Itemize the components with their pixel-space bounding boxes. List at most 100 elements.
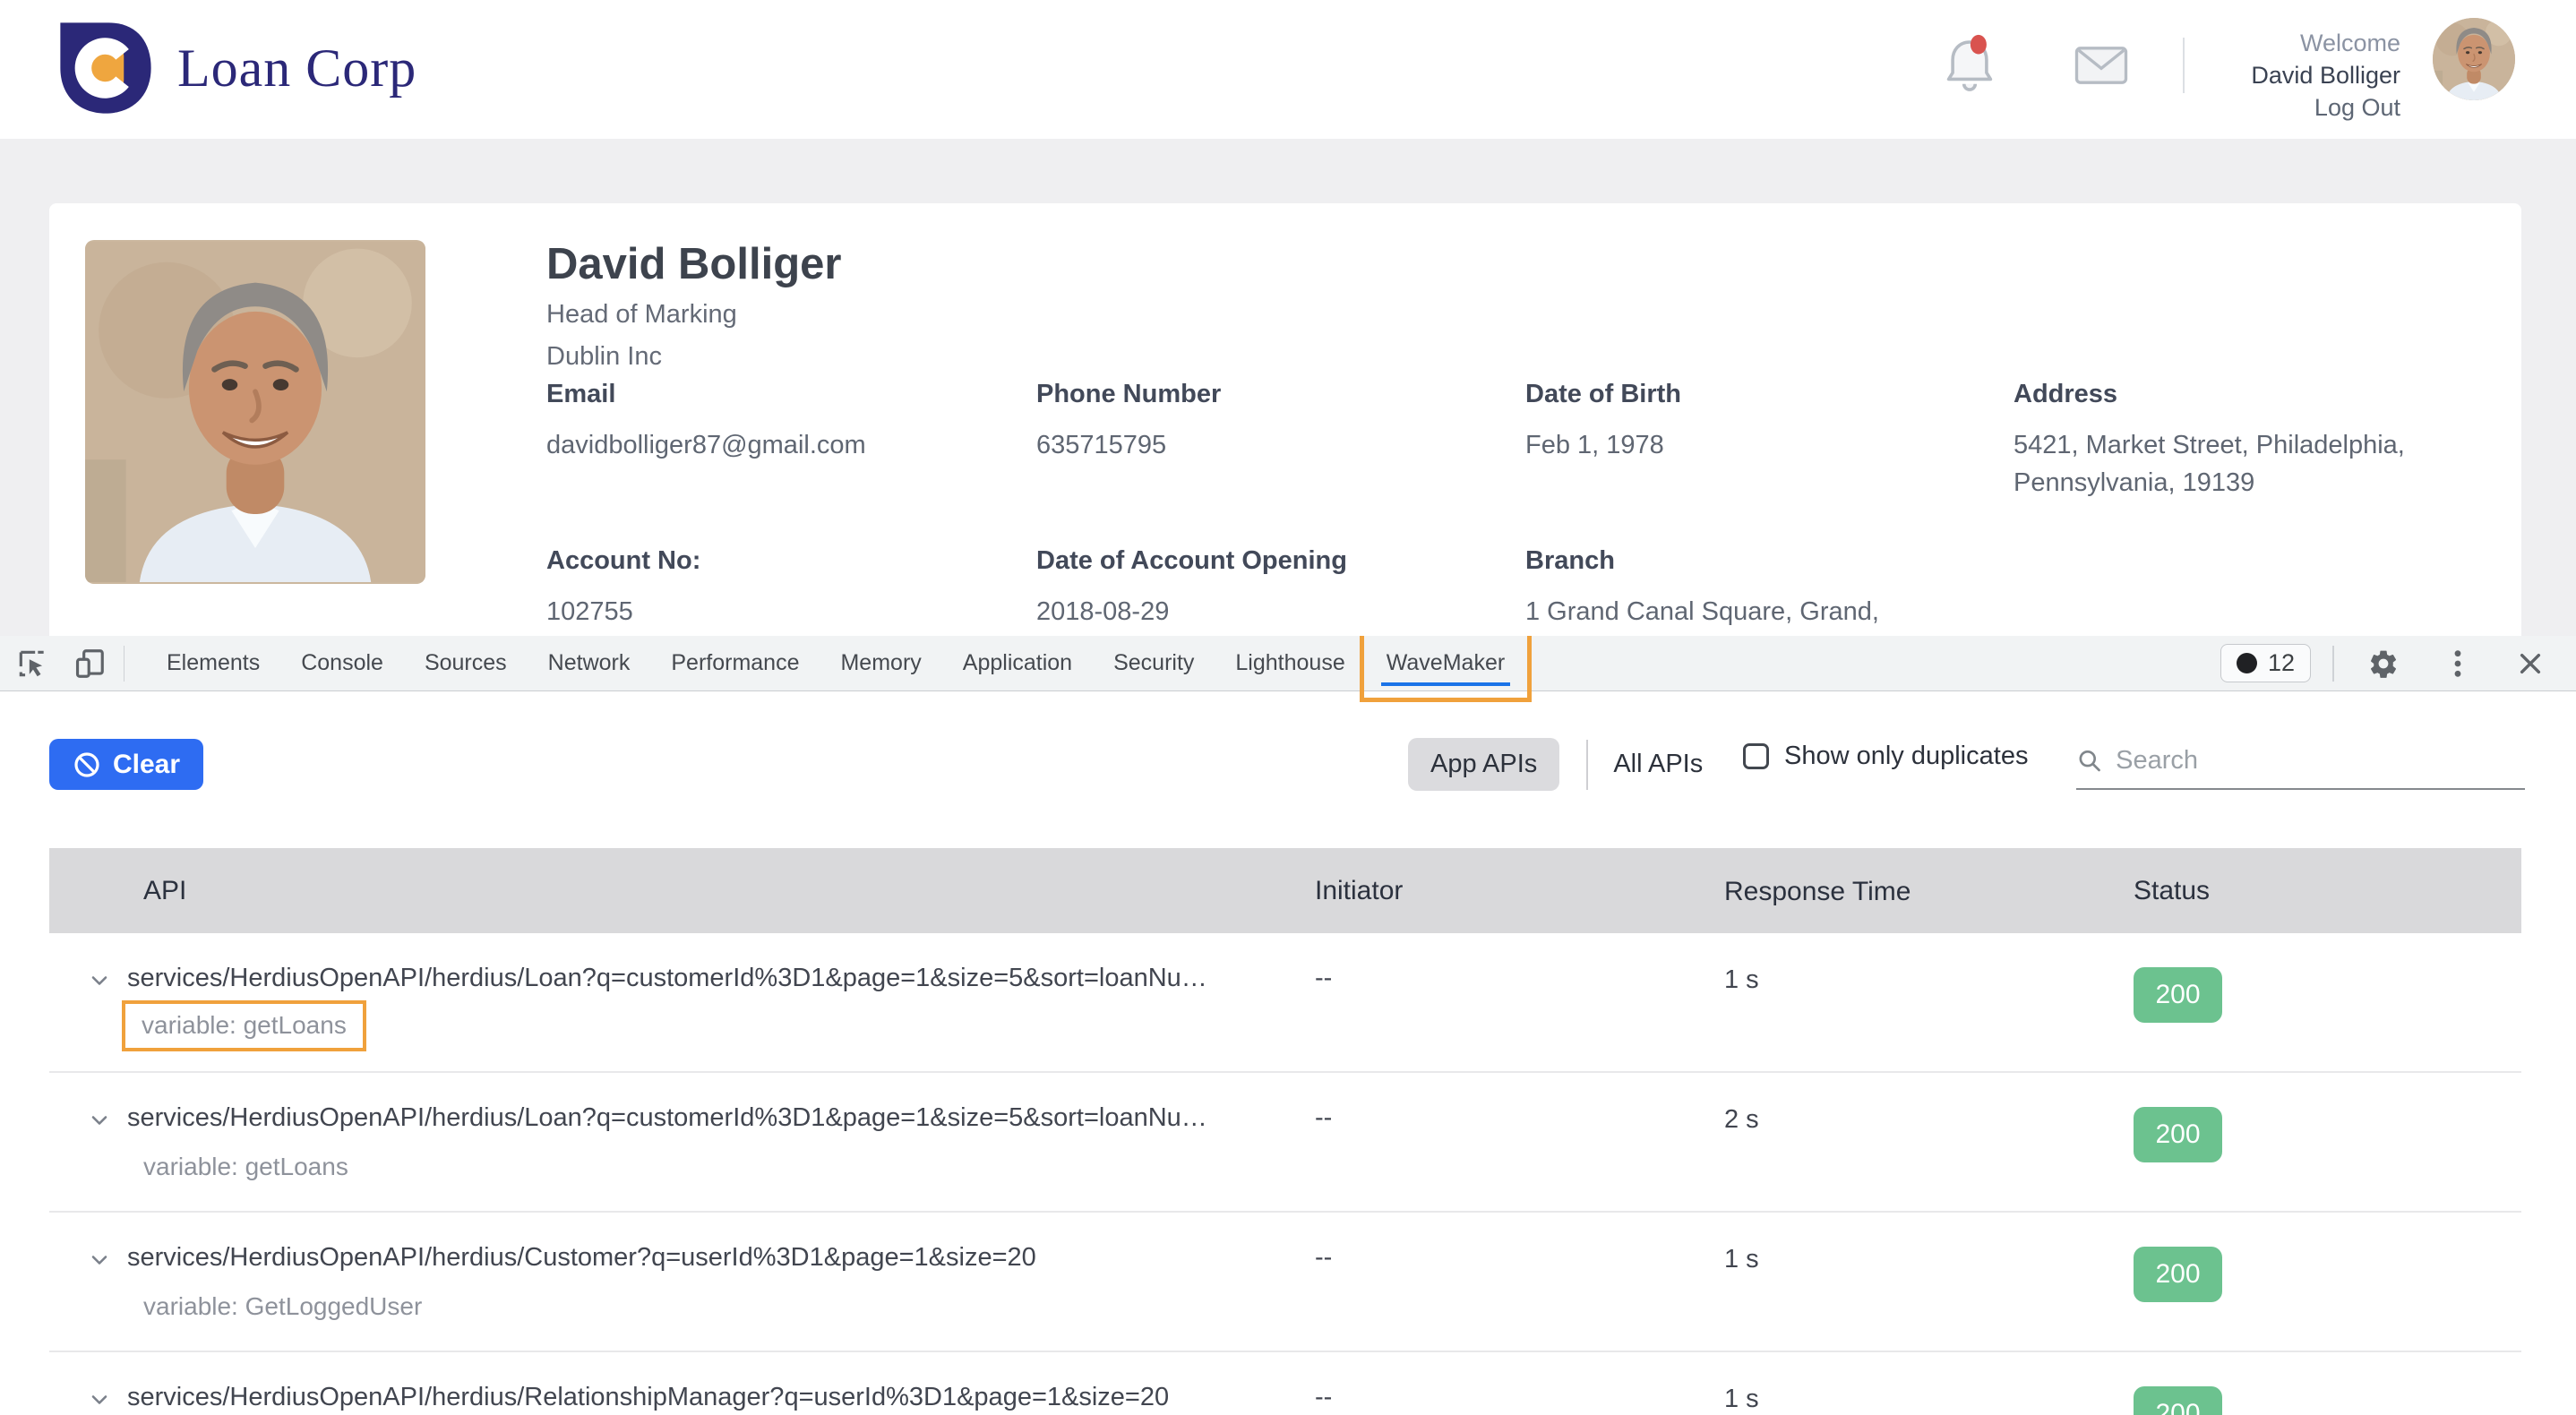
issues-count: 12 [2267, 649, 2295, 676]
status-badge: 200 [2134, 1386, 2222, 1415]
duplicates-checkbox[interactable] [1743, 743, 1769, 769]
kebab-menu-icon [2454, 649, 2461, 677]
initiator-cell: -- [1315, 1243, 1333, 1272]
brand-name: Loan Corp [177, 38, 417, 98]
tab-lighthouse[interactable]: Lighthouse [1235, 650, 1345, 675]
toolbar-divider [124, 645, 125, 682]
response-time-cell: 1 s [1724, 965, 1759, 994]
devtools-panel: Elements Console Sources Network Performance… [0, 636, 2576, 1415]
profile-field: Email davidbolliger87@gmail.com [546, 380, 1036, 502]
chevron-down-icon[interactable] [87, 968, 112, 993]
bell-icon [1946, 34, 1993, 91]
api-filter-toggle: App APIs All APIs [1408, 738, 1703, 791]
field-label: Phone Number [1036, 380, 1222, 408]
status-badge: 200 [2134, 1107, 2222, 1162]
devtools-right-controls: 12 [2220, 644, 2576, 682]
device-toolbar-icon [75, 648, 104, 678]
customer-name: David Bolliger [546, 240, 842, 288]
tab-sources[interactable]: Sources [424, 650, 507, 675]
close-devtools-button[interactable] [2504, 649, 2556, 678]
api-url: services/HerdiusOpenAPI/herdius/Loan?q=c… [127, 964, 1207, 992]
field-value: 5421, Market Street, Philadelphia, Penns… [2014, 431, 2405, 497]
chevron-down-icon[interactable] [87, 1387, 112, 1412]
filter-divider [1586, 739, 1589, 790]
annotation-box-active-tab [1359, 636, 1533, 702]
toolbar-divider [2332, 645, 2334, 682]
api-variable: variable: GetLoggedUser [143, 1292, 423, 1320]
api-table-body: services/HerdiusOpenAPI/herdius/Loan?q=c… [49, 933, 2521, 1415]
field-label: Account No: [546, 546, 701, 575]
tab-security[interactable]: Security [1113, 650, 1195, 675]
welcome-label: Welcome [2299, 30, 2400, 56]
api-url: services/HerdiusOpenAPI/herdius/Relation… [127, 1383, 1170, 1411]
chevron-down-icon[interactable] [87, 1248, 112, 1273]
column-header: Response Time [1724, 876, 1911, 906]
table-row: services/HerdiusOpenAPI/herdius/Relation… [49, 1352, 2521, 1415]
settings-button[interactable] [2356, 647, 2411, 680]
search-input[interactable] [2116, 745, 2525, 776]
filter-all-apis[interactable]: All APIs [1613, 750, 1704, 778]
profile-field: Address 5421, Market Street, Philadelphia… [2014, 380, 2526, 502]
response-time-cell: 1 s [1724, 1385, 1759, 1413]
tab-memory[interactable]: Memory [840, 650, 922, 675]
header-user-name: David Bolliger [2251, 62, 2400, 89]
column-header: API [143, 875, 187, 905]
field-label: Date of Account Opening [1036, 546, 1347, 575]
api-variable: variable: getLoans [142, 1011, 347, 1039]
issues-dot-icon [2236, 653, 2257, 673]
tab-console[interactable]: Console [301, 650, 383, 675]
messages-button[interactable] [2074, 45, 2128, 90]
response-time-cell: 2 s [1724, 1105, 1759, 1134]
close-icon [2520, 653, 2541, 673]
profile-field: Phone Number 635715795 [1036, 380, 1525, 502]
api-url: services/HerdiusOpenAPI/herdius/Loan?q=c… [127, 1103, 1207, 1132]
tab-application[interactable]: Application [962, 650, 1073, 675]
duplicates-label: Show only duplicates [1784, 742, 2029, 770]
tab-elements[interactable]: Elements [167, 650, 261, 675]
api-table-header: API Initiator Response Time Status [49, 848, 2521, 933]
issues-badge[interactable]: 12 [2220, 644, 2311, 682]
table-row: services/HerdiusOpenAPI/herdius/Loan?q=c… [49, 1073, 2521, 1213]
devtools-tab-bar: Elements Console Sources Network Performance… [0, 636, 2576, 702]
field-value: 102755 [546, 597, 633, 626]
api-variable: variable: getLoans [143, 1153, 348, 1180]
api-table: API Initiator Response Time Status services… [49, 848, 2521, 1415]
welcome-block: Welcome David Bolliger Log Out [2251, 27, 2400, 124]
clear-button[interactable]: Clear [49, 739, 204, 790]
field-label: Email [546, 380, 616, 408]
logout-link[interactable]: Log Out [2314, 94, 2400, 121]
header-divider [2183, 38, 2185, 93]
customer-company: Dublin Inc [546, 342, 662, 371]
field-label: Address [2014, 380, 2118, 408]
devtools-tabs: Elements Console Sources Network Performance… [146, 636, 1533, 702]
brand[interactable]: Loan Corp [56, 20, 416, 116]
initiator-cell: -- [1315, 964, 1333, 992]
more-options-button[interactable] [2433, 648, 2483, 679]
table-row: services/HerdiusOpenAPI/herdius/Loan?q=c… [49, 933, 2521, 1073]
field-value: 2018-08-29 [1036, 597, 1170, 626]
notification-dot [1970, 34, 1987, 55]
profile-photo [85, 240, 425, 584]
avatar[interactable] [2433, 18, 2515, 100]
loan-corp-logo-icon [60, 22, 151, 114]
chevron-down-icon[interactable] [87, 1108, 112, 1133]
inspect-element-button[interactable] [4, 647, 61, 681]
field-value: 635715795 [1036, 431, 1167, 459]
notifications-button[interactable] [1942, 34, 1997, 103]
mail-icon [2074, 47, 2128, 84]
profile-field: Date of Account Opening 2018-08-29 [1036, 546, 1525, 668]
gear-icon [2370, 650, 2397, 678]
response-time-cell: 1 s [1724, 1245, 1759, 1274]
show-only-duplicates: Show only duplicates [1743, 742, 2028, 771]
tab-wavemaker[interactable]: WaveMaker [1359, 636, 1533, 702]
tab-performance[interactable]: Performance [671, 650, 800, 675]
block-icon [74, 751, 99, 777]
tab-network[interactable]: Network [547, 650, 631, 675]
app-header: Loan Corp Welcome David Bolliger Log Out [0, 0, 2576, 139]
filter-app-apis[interactable]: App APIs [1408, 738, 1560, 791]
annotation-box-variable: variable: getLoans [122, 1000, 366, 1051]
field-label: Date of Birth [1525, 380, 1681, 408]
device-toolbar-button[interactable] [61, 647, 118, 681]
search-icon [2079, 750, 2100, 772]
